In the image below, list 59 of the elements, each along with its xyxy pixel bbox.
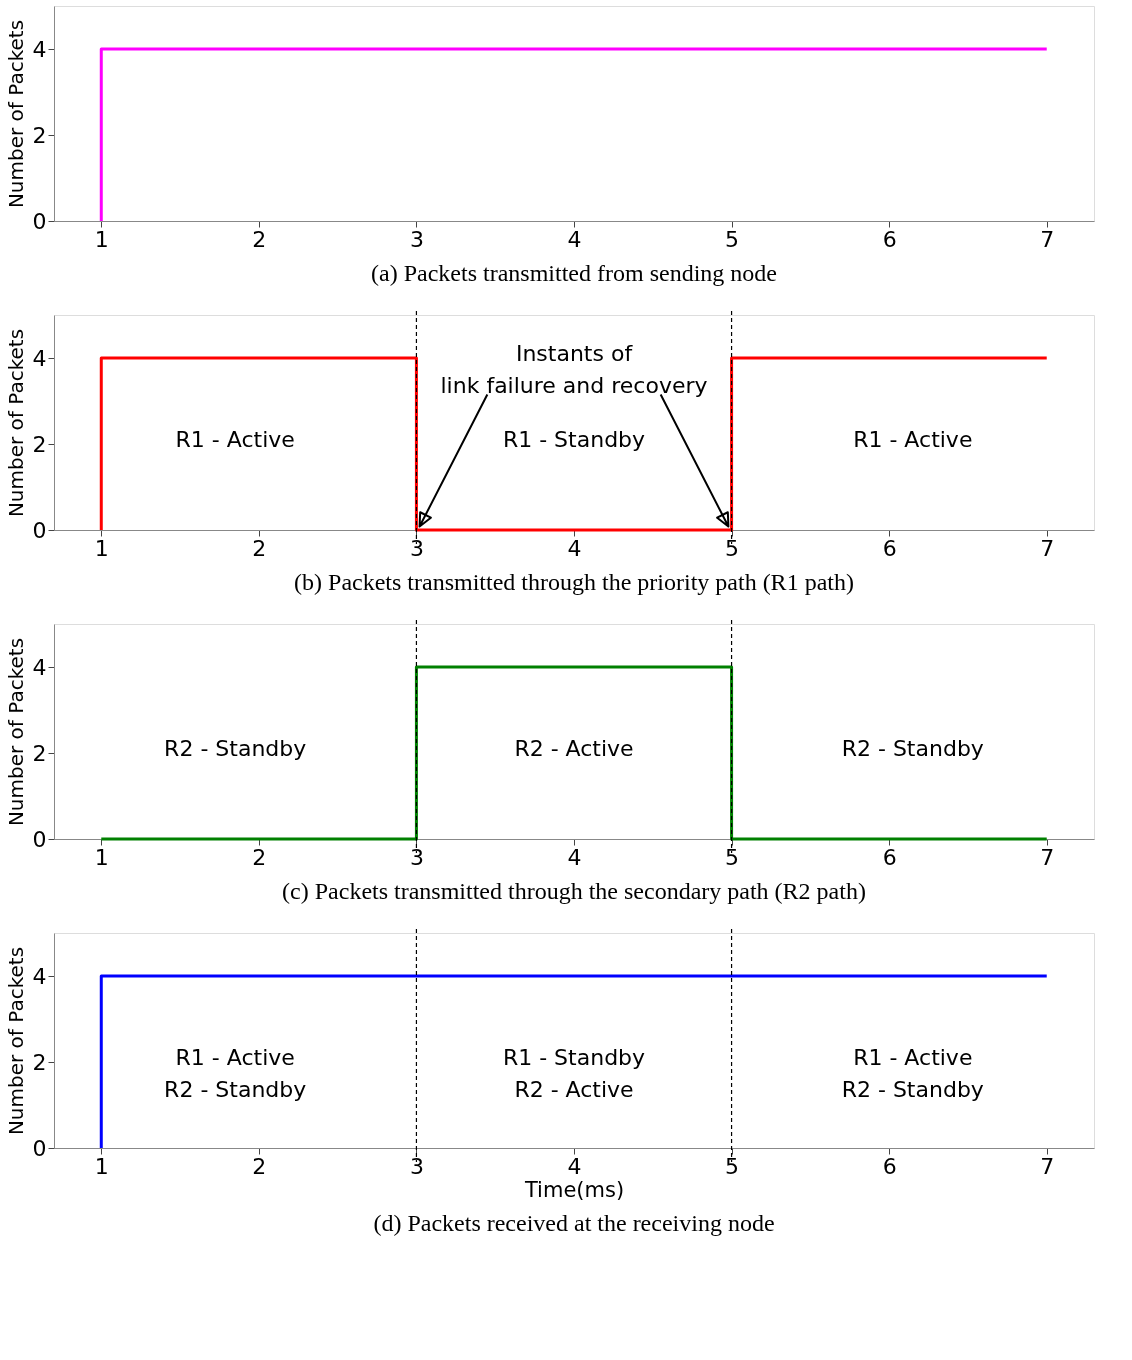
y-tick-label: 2: [32, 1049, 47, 1075]
x-tick-label: 6: [882, 844, 897, 870]
text: (a) Packets transmitted from sending node: [371, 260, 777, 286]
x-tick-label: 7: [1040, 226, 1055, 252]
x-tick-label: 4: [567, 1153, 582, 1179]
x-tick-label: 7: [1040, 535, 1055, 561]
y-tick-label: 2: [32, 122, 47, 148]
x-tick-label: 4: [567, 844, 582, 870]
annotation: R2 - Standby: [841, 735, 984, 761]
y-tick-label: 0: [32, 1135, 47, 1161]
x-tick-label: 6: [882, 1153, 897, 1179]
y-tick-label: 2: [32, 740, 47, 766]
annotation: Instants of link failure and recovery: [440, 340, 708, 398]
x-tick-label: 4: [567, 535, 582, 561]
y-tick-label: 0: [32, 208, 47, 234]
x-tick-label: 3: [409, 535, 424, 561]
x-tick-label: 2: [252, 535, 267, 561]
annotation: R1 - Standby: [502, 426, 646, 452]
y-tick-label: 0: [32, 517, 47, 543]
annotation: R1 - Active R2 - Standby: [841, 1044, 984, 1102]
x-tick-label: 7: [1040, 844, 1055, 870]
x-tick-label: 3: [409, 226, 424, 252]
y-axis-title: Number of Packets: [3, 946, 28, 1136]
annotation: R1 - Active R2 - Standby: [164, 1044, 307, 1102]
annotation: R1 - Active: [853, 426, 973, 452]
y-axis-title: Number of Packets: [3, 328, 28, 518]
x-tick-label: 3: [409, 844, 424, 870]
y-axis-title: Number of Packets: [3, 637, 28, 827]
y-tick-label: 4: [32, 654, 47, 680]
x-axis-title: Time(ms): [523, 1177, 625, 1202]
x-tick-label: 1: [94, 1153, 109, 1179]
x-tick-label: 5: [725, 535, 740, 561]
x-tick-label: 1: [94, 535, 109, 561]
text: (b) Packets transmitted through the priority path (R1 path): [294, 569, 854, 595]
x-tick-label: 4: [567, 226, 582, 252]
x-tick-label: 5: [725, 226, 740, 252]
x-tick-label: 2: [252, 844, 267, 870]
annotation: R1 - Standby R2 - Active: [502, 1044, 646, 1102]
x-tick-label: 6: [882, 535, 897, 561]
x-tick-label: 7: [1040, 1153, 1055, 1179]
y-tick-label: 2: [32, 431, 47, 457]
annotation: R2 - Active: [514, 735, 634, 761]
x-tick-label: 6: [882, 226, 897, 252]
x-tick-label: 2: [252, 226, 267, 252]
text: (c) Packets transmitted through the secondary path (R2 path): [282, 878, 866, 904]
y-tick-label: 4: [32, 36, 47, 62]
text: (d) Packets received at the receiving node: [373, 1210, 775, 1236]
annotation: R2 - Standby: [164, 735, 307, 761]
x-tick-label: 5: [725, 1153, 740, 1179]
y-tick-label: 4: [32, 345, 47, 371]
y-tick-label: 0: [32, 826, 47, 852]
x-tick-label: 3: [409, 1153, 424, 1179]
y-axis-title: Number of Packets: [3, 19, 28, 209]
x-tick-label: 2: [252, 1153, 267, 1179]
x-tick-label: 1: [94, 844, 109, 870]
y-tick-label: 4: [32, 963, 47, 989]
x-tick-label: 5: [725, 844, 740, 870]
x-tick-label: 1: [94, 226, 109, 252]
annotation: R1 - Active: [175, 426, 295, 452]
